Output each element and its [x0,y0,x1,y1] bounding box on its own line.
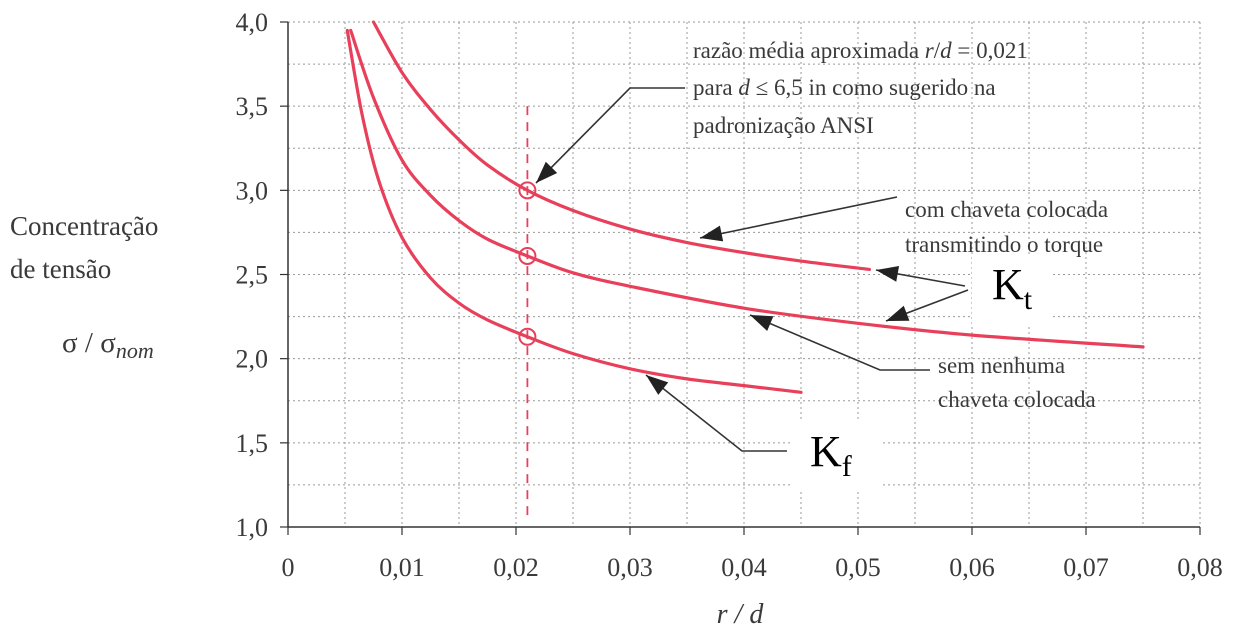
x-tick-label: 0,07 [1063,553,1109,582]
annotation-ansi: razão média aproximada r/d = 0,021 para … [693,38,1028,138]
kf-label-letter: K [810,427,842,476]
annotation-ansi-line-1: razão média aproximada r/d = 0,021 [693,38,1028,63]
kf-arrow-head [646,375,669,395]
x-tick-label: 0,08 [1177,553,1223,582]
series-group [345,20,1145,394]
without-key-arrow-line [749,314,930,371]
kt-label-sub: t [1023,282,1033,316]
y-tick-label: 2,5 [236,261,269,290]
annotation-without-key-line-2: chaveta colocada [938,387,1096,412]
kt-label: Kt [992,259,1032,317]
kt-label-box [972,256,1050,324]
kt-arrow-upper-head [876,266,900,282]
x-tick-label: 0,01 [379,553,425,582]
annotation-with-key-line-2: transmitindo o torque [905,232,1103,257]
with-key-arrow-line [699,196,898,239]
axes [280,21,1201,535]
ylabel-symbol: σ / σnom [62,327,154,363]
data-marker [518,327,537,346]
series-line-kf [345,28,803,394]
x-tick-label: 0,02 [493,553,539,582]
annotation-with-key: com chaveta colocada transmitindo o torq… [905,197,1108,257]
x-tick-label: 0,03 [607,553,653,582]
kf-label: Kf [810,426,852,484]
ylabel-line-2: de tensão [10,254,111,284]
data-marker [518,246,537,265]
data-marker [518,181,537,200]
ansi-arrow-line [535,87,685,184]
kt-arrow-lower-head [886,305,910,321]
kt-label-letter: K [992,260,1024,309]
y-tick-label: 4,0 [236,8,269,37]
annotation-arrows [535,87,969,452]
x-tick-label: 0,05 [835,553,881,582]
y-tick-label: 3,0 [236,176,269,205]
tick-labels: 1,0 1,5 2,0 2,5 3,0 3,5 4,0 0 0,01 0,02 0,03 0,04 0,… [236,8,1223,582]
y-tick-label: 2,0 [236,345,269,374]
y-tick-label: 3,5 [236,92,269,121]
kf-arrow-line [645,374,787,452]
y-tick-label: 1,5 [236,429,269,458]
series-line-with-key [371,20,871,272]
x-tick-label: 0,04 [721,553,767,582]
x-tick-label: 0,06 [949,553,995,582]
annotation-without-key-line-1: sem nenhuma [938,353,1065,378]
ansi-arrow-head [536,161,558,183]
series-line-without-key [349,28,1145,349]
without-key-arrow-head [750,315,774,331]
x-tick-label: 0 [282,553,295,582]
annotation-ansi-line-3: padronização ANSI [693,113,874,138]
annotation-ansi-line-2: para d ≤ 6,5 in como sugerido na [693,75,996,100]
kf-label-box [790,420,882,490]
xlabel: r / d [717,599,765,630]
with-key-arrow-head [700,225,724,242]
annotation-without-key: sem nenhuma chaveta colocada [938,353,1096,412]
ylabel-line-1: Concentração [10,211,158,241]
markers-group [518,181,537,346]
kf-label-sub: f [841,449,852,483]
annotation-with-key-line-1: com chaveta colocada [905,197,1108,222]
y-tick-label: 1,0 [236,513,269,542]
